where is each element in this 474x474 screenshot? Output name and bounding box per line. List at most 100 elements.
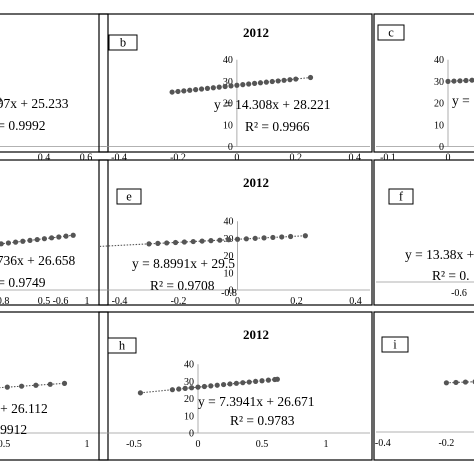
data-point bbox=[257, 80, 264, 86]
data-point bbox=[287, 77, 293, 83]
panel-letter-box bbox=[107, 337, 137, 354]
data-point bbox=[0, 241, 4, 247]
panel-letter-box bbox=[116, 188, 142, 205]
data-point bbox=[169, 387, 175, 393]
panel-plot-area bbox=[137, 376, 280, 396]
data-point bbox=[469, 77, 474, 83]
data-point bbox=[56, 234, 62, 240]
panel-letter: e bbox=[126, 190, 132, 204]
data-point bbox=[263, 79, 269, 85]
x-tick-label: -0.2 bbox=[438, 438, 454, 449]
y-tick-label: 10 bbox=[223, 120, 233, 131]
data-point bbox=[246, 81, 252, 87]
data-point bbox=[462, 379, 469, 385]
r-squared: R² = 0.9966 bbox=[245, 119, 310, 134]
x-tick-label: 1 bbox=[324, 439, 329, 450]
data-point bbox=[187, 87, 193, 93]
panel-g: 0.5 1 x + 26.112 0.9912 bbox=[0, 311, 109, 461]
panel-frame bbox=[373, 159, 474, 306]
r-squared: ² = 0.9992 bbox=[0, 118, 46, 133]
data-point bbox=[13, 239, 19, 245]
data-point bbox=[199, 238, 205, 244]
r-squared: R² = 0. bbox=[432, 268, 470, 283]
x-tick-label: 0.5 bbox=[38, 296, 51, 307]
panel-c: 40 30 20 10 0 -0.1 0 c y = bbox=[373, 13, 474, 164]
data-point bbox=[137, 390, 143, 396]
data-point bbox=[0, 97, 2, 103]
x-tick-label: -0.4 bbox=[375, 438, 391, 449]
panel-letter-box bbox=[388, 188, 414, 205]
panel-frame bbox=[373, 13, 474, 153]
x-tick-label: 0.4 bbox=[38, 153, 51, 164]
y-tick-label: 0 bbox=[228, 142, 233, 153]
panel-i: -0.4 -0.2 i bbox=[373, 311, 474, 461]
data-point bbox=[172, 239, 179, 246]
x-tick-label: -0.8 bbox=[0, 296, 9, 307]
x-tick-label: -0.4 bbox=[112, 296, 128, 307]
panel-plot-area bbox=[0, 232, 76, 247]
data-point bbox=[270, 234, 276, 241]
regression-equation: x + 26.112 bbox=[0, 401, 48, 416]
x-tick-label: 0 bbox=[235, 296, 240, 307]
regression-equation: y = 8.8991x + 29.5 bbox=[132, 256, 235, 271]
regression-equation: y = 14.308x + 28.221 bbox=[214, 97, 330, 112]
x-tick-label: 0.2 bbox=[290, 153, 303, 164]
data-point bbox=[146, 241, 152, 247]
panel-frame bbox=[98, 159, 373, 306]
data-point bbox=[443, 380, 449, 386]
y-tick-label: 40 bbox=[434, 55, 444, 66]
panel-letter-box bbox=[381, 336, 409, 353]
data-point bbox=[265, 377, 271, 383]
data-point bbox=[457, 78, 463, 84]
panel-h: 40 30 20 10 0 -0.5 0 0.5 1 2012 h y = 7.3941x + 26.… bbox=[98, 311, 373, 461]
data-point bbox=[453, 379, 459, 386]
panel-letter: h bbox=[119, 339, 126, 353]
data-point bbox=[19, 383, 25, 389]
panel-frame bbox=[0, 13, 109, 153]
data-point bbox=[169, 89, 175, 95]
panel-frame bbox=[0, 159, 109, 306]
data-point bbox=[61, 380, 68, 386]
data-point bbox=[181, 239, 187, 245]
data-point bbox=[189, 385, 195, 391]
panel-frame bbox=[98, 13, 373, 153]
r-squared: R² = 0.9708 bbox=[150, 278, 215, 293]
data-point bbox=[252, 235, 258, 241]
data-point bbox=[208, 383, 214, 389]
regression-equation: 997x + 25.233 bbox=[0, 96, 69, 111]
panel-plot-area bbox=[445, 77, 474, 84]
panel-plot-area bbox=[0, 97, 2, 103]
x-tick-label: 0.5 bbox=[0, 439, 10, 450]
x-tick-label: -0.6 bbox=[53, 296, 69, 307]
regression-equation: y = 13.38x + bbox=[405, 247, 474, 262]
data-point bbox=[233, 380, 239, 386]
data-point bbox=[246, 379, 252, 385]
data-point bbox=[275, 78, 281, 84]
data-point bbox=[20, 238, 26, 244]
y-tick-label: 0 bbox=[189, 429, 194, 440]
regression-equation: y = 7.3941x + 26.671 bbox=[198, 394, 314, 409]
trendline bbox=[446, 381, 474, 384]
data-point bbox=[182, 385, 188, 391]
data-point bbox=[214, 382, 220, 388]
data-point bbox=[463, 77, 469, 84]
y-tick-label: 10 bbox=[184, 411, 194, 422]
x-tick-label: 0.2 bbox=[290, 296, 303, 307]
data-point bbox=[176, 386, 182, 392]
data-point bbox=[451, 78, 457, 84]
x-tick-label: 0.4 bbox=[348, 153, 361, 164]
panel-letter: i bbox=[393, 338, 397, 352]
panel-frame bbox=[0, 311, 109, 461]
data-point bbox=[253, 378, 259, 385]
panel-plot-area bbox=[0, 380, 68, 390]
x-tick-label: -0.8 bbox=[221, 288, 237, 299]
y-tick-label: 10 bbox=[224, 268, 234, 279]
data-point bbox=[70, 232, 76, 238]
data-point bbox=[27, 237, 33, 244]
data-point bbox=[4, 384, 10, 390]
data-point bbox=[259, 378, 265, 384]
data-point bbox=[240, 82, 246, 88]
panel-d: 0.5 1 0736x + 26.658 ² = 0.9749 bbox=[0, 159, 109, 307]
data-point bbox=[222, 83, 228, 90]
data-point bbox=[193, 87, 199, 93]
